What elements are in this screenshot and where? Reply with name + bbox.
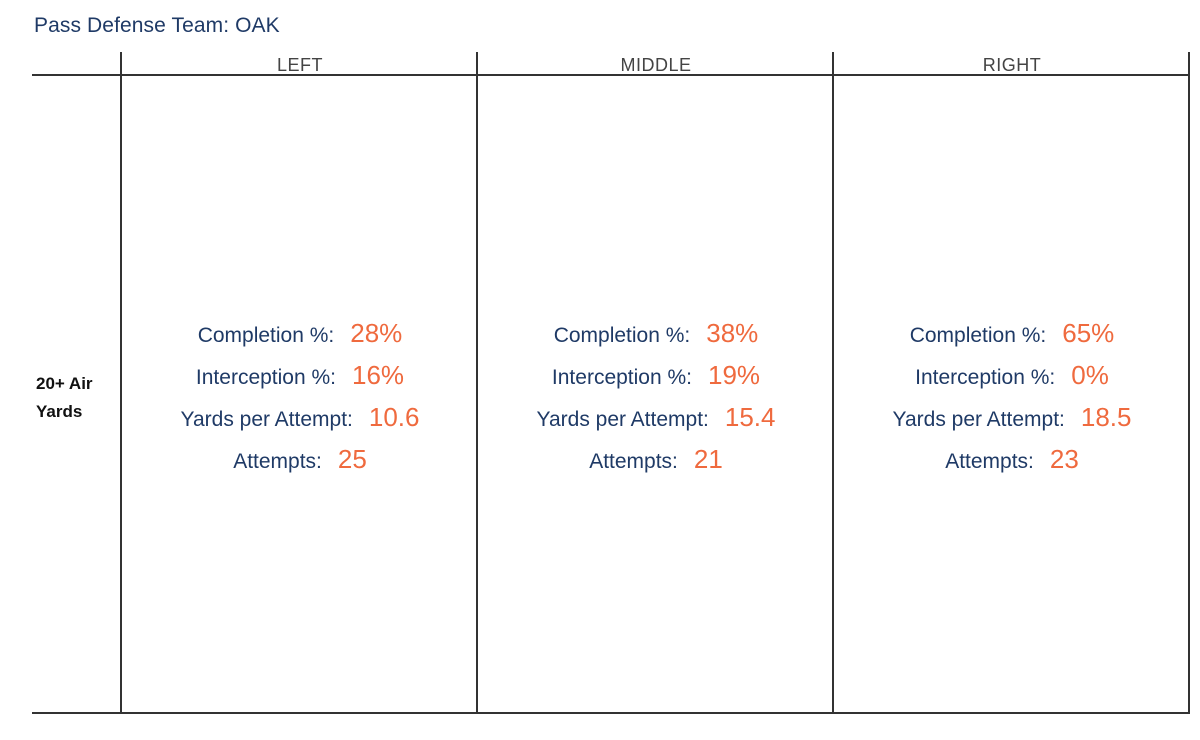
interception-label: Interception %: <box>915 366 1056 389</box>
column-divider <box>832 52 834 714</box>
completion-value: 28% <box>350 318 403 348</box>
interception-label: Interception %: <box>195 366 337 389</box>
interception-metric: Interception %: 0% <box>915 360 1109 402</box>
attempts-metric: Attempts: 25 <box>233 444 367 486</box>
interception-metric: Interception %: 19% <box>552 360 760 402</box>
column-header-right: RIGHT <box>982 55 1042 75</box>
completion-value: 38% <box>706 318 759 348</box>
yards-per-attempt-metric: Yards per Attempt: 10.6 <box>181 402 420 444</box>
completion-label: Completion %: <box>909 324 1047 347</box>
row-label: 20+ Air Yards <box>36 374 93 421</box>
attempts-value: 25 <box>337 444 367 474</box>
interception-label: Interception %: <box>551 366 693 389</box>
yards-per-attempt-value: 18.5 <box>1080 402 1132 432</box>
attempts-value: 21 <box>693 444 723 474</box>
cell-right: Completion %: 65% Interception %: 0% Yar… <box>834 318 1190 486</box>
attempts-value: 23 <box>1049 444 1079 474</box>
interception-value: 19% <box>708 360 761 390</box>
bottom-rule <box>32 712 1190 714</box>
attempts-metric: Attempts: 21 <box>589 444 723 486</box>
attempts-label: Attempts: <box>945 450 1034 473</box>
interception-metric: Interception %: 16% <box>196 360 404 402</box>
column-divider <box>1188 52 1190 714</box>
yards-per-attempt-metric: Yards per Attempt: 18.5 <box>893 402 1132 444</box>
interception-value: 0% <box>1071 360 1109 390</box>
yards-per-attempt-label: Yards per Attempt: <box>536 408 709 431</box>
column-header-middle: MIDDLE <box>620 55 692 75</box>
interception-value: 16% <box>352 360 405 390</box>
completion-label: Completion %: <box>197 324 335 347</box>
column-divider <box>476 52 478 714</box>
attempts-label: Attempts: <box>589 450 678 473</box>
yards-per-attempt-metric: Yards per Attempt: 15.4 <box>537 402 776 444</box>
yards-per-attempt-value: 15.4 <box>724 402 776 432</box>
attempts-metric: Attempts: 23 <box>945 444 1079 486</box>
column-header-left: LEFT <box>276 55 323 75</box>
completion-label: Completion %: <box>553 324 691 347</box>
chart-title: Pass Defense Team: OAK <box>34 14 280 37</box>
completion-value: 65% <box>1062 318 1115 348</box>
column-divider <box>120 52 122 714</box>
completion-metric: Completion %: 65% <box>910 318 1115 360</box>
cell-left: Completion %: 28% Interception %: 16% Ya… <box>122 318 478 486</box>
completion-metric: Completion %: 28% <box>198 318 403 360</box>
completion-metric: Completion %: 38% <box>554 318 759 360</box>
yards-per-attempt-label: Yards per Attempt: <box>892 408 1065 431</box>
header-rule <box>32 74 1190 76</box>
yards-per-attempt-value: 10.6 <box>368 402 420 432</box>
attempts-label: Attempts: <box>233 450 322 473</box>
yards-per-attempt-label: Yards per Attempt: <box>180 408 353 431</box>
cell-middle: Completion %: 38% Interception %: 19% Ya… <box>478 318 834 486</box>
